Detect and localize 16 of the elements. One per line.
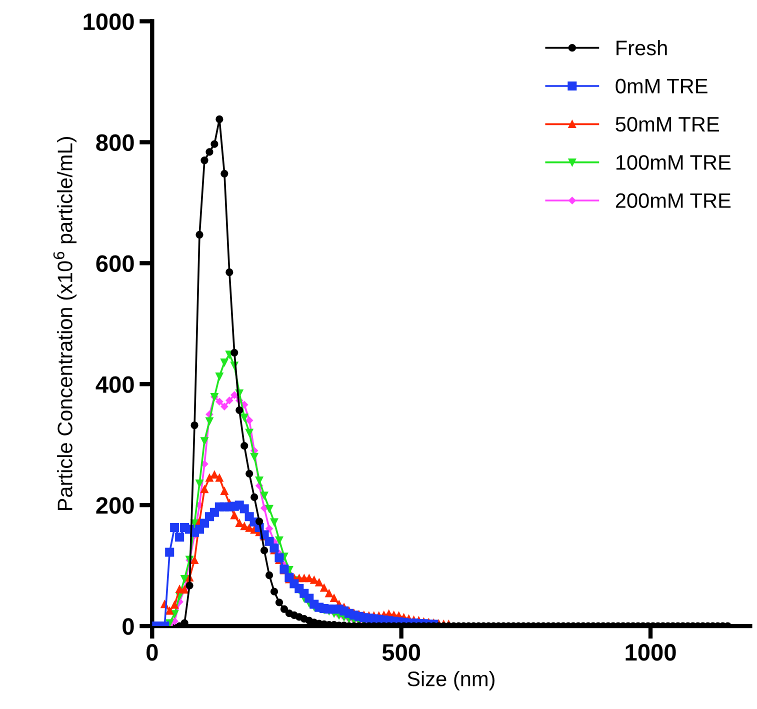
legend-label: 50mM TRE bbox=[616, 116, 719, 132]
x-tick-label: 500 bbox=[382, 644, 420, 661]
y-tick-label: 0 bbox=[122, 618, 134, 635]
legend-label: 0mM TRE bbox=[616, 78, 708, 94]
y-tick-label: 400 bbox=[96, 376, 134, 393]
x-tick-label: 1000 bbox=[626, 644, 676, 661]
y-axis-title: Particle Concentration (x10$^{6}$ particle/mL) bbox=[53, 137, 77, 510]
y-tick-label: 1000 bbox=[84, 13, 134, 30]
legend-label: 100mM TRE bbox=[616, 155, 731, 170]
y-tick-label: 200 bbox=[96, 497, 134, 514]
y-tick-label: 800 bbox=[96, 134, 134, 152]
legend-label: 200mM TRE bbox=[616, 193, 731, 208]
x-axis-title: Size (nm) bbox=[408, 670, 494, 690]
x-tick-label: 0 bbox=[146, 644, 158, 661]
legend-label: Fresh bbox=[616, 40, 667, 56]
y-tick-label: 600 bbox=[96, 255, 134, 272]
